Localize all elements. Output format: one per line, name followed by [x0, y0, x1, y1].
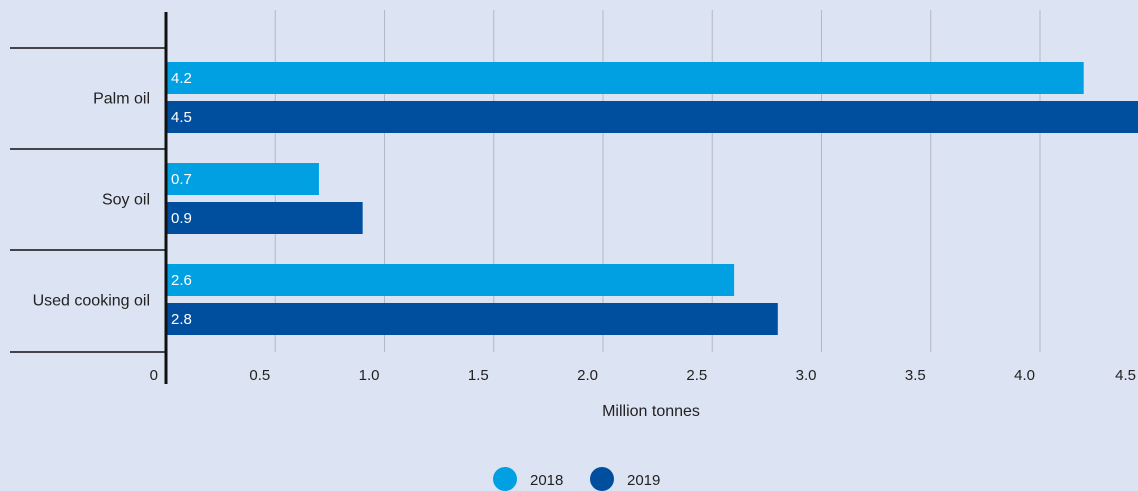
bar-2018	[166, 62, 1084, 94]
bar-value-label: 4.5	[171, 109, 192, 126]
x-tick-label: 3.0	[796, 367, 817, 384]
legend-label-2018: 2018	[530, 472, 563, 489]
x-axis-title: Million tonnes	[602, 403, 700, 420]
x-tick-label: 4.5	[1115, 367, 1136, 384]
bar-2018	[166, 264, 735, 296]
x-tick-label: 2.0	[577, 367, 598, 384]
bar-value-label: 4.2	[171, 70, 192, 87]
legend-swatch-2018	[493, 467, 517, 491]
axes	[10, 12, 168, 384]
bar-2019	[166, 101, 1138, 133]
category-label: Palm oil	[93, 91, 150, 108]
x-tick-labels: 0 0.5 1.0 1.5 2.0 2.5 3.0 3.5 4.0 4.5	[150, 367, 1136, 384]
bar-value-label: 2.8	[171, 311, 192, 328]
bars: 4.2 4.5 0.7 0.9 2.6 2.8	[166, 62, 1138, 335]
x-tick-label: 1.0	[359, 367, 380, 384]
category-labels: Palm oil Soy oil Used cooking oil	[33, 91, 150, 310]
x-tick-label: 3.5	[905, 367, 926, 384]
x-tick-label: 1.5	[468, 367, 489, 384]
bar-2018	[166, 163, 319, 195]
bar-value-label: 0.9	[171, 210, 192, 227]
x-tick-label: 2.5	[686, 367, 707, 384]
bar-2019	[166, 202, 363, 234]
bar-value-label: 0.7	[171, 171, 192, 188]
x-tick-label: 4.0	[1014, 367, 1035, 384]
legend-label-2019: 2019	[627, 472, 660, 489]
x-tick-label: 0.5	[249, 367, 270, 384]
category-label: Soy oil	[102, 192, 150, 209]
category-label: Used cooking oil	[33, 293, 150, 310]
legend: 2018 2019	[493, 467, 660, 491]
legend-swatch-2019	[590, 467, 614, 491]
x-tick-label: 0	[150, 367, 158, 384]
bar-value-label: 2.6	[171, 272, 192, 289]
bar-2019	[166, 303, 778, 335]
grid-lines	[274, 10, 1041, 352]
